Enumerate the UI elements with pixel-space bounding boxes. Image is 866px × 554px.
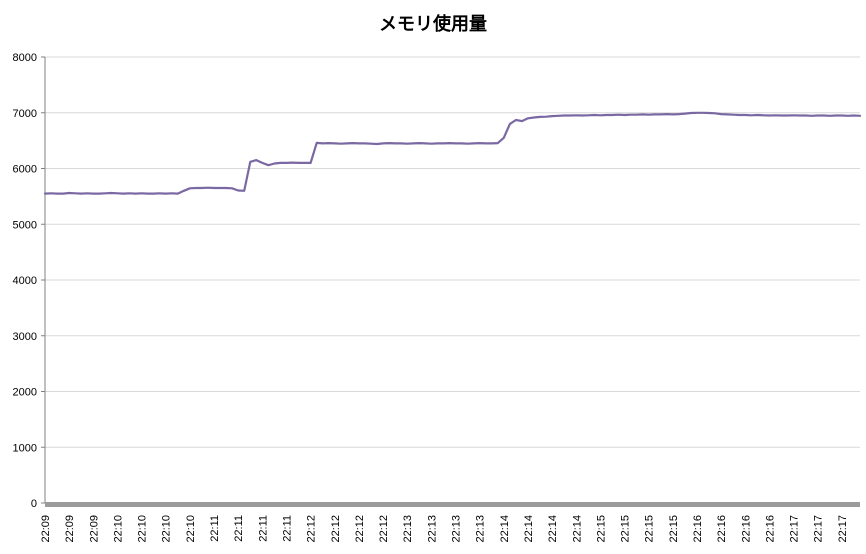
svg-text:8000: 8000 [13,52,37,64]
svg-text:22:13: 22:13 [451,515,463,543]
svg-text:22:11: 22:11 [233,515,245,542]
svg-text:22:10: 22:10 [137,515,149,543]
svg-text:22:12: 22:12 [378,515,390,543]
svg-text:22:17: 22:17 [789,515,801,543]
svg-text:6000: 6000 [13,164,37,176]
svg-text:22:15: 22:15 [644,515,656,543]
svg-text:22:15: 22:15 [620,515,632,543]
svg-text:22:11: 22:11 [281,515,293,542]
x-axis-labels: 22:09 22:09 22:09 22:10 22:10 22:10 22:10 22:11… [40,515,849,543]
svg-text:22:12: 22:12 [306,515,318,543]
svg-text:22:16: 22:16 [764,515,776,543]
svg-text:22:12: 22:12 [330,515,342,543]
svg-text:22:14: 22:14 [547,515,559,543]
svg-text:22:16: 22:16 [692,515,704,543]
svg-text:22:10: 22:10 [112,515,124,543]
svg-text:22:12: 22:12 [354,515,366,543]
chart-title: メモリ使用量 [379,13,487,34]
svg-text:0: 0 [31,498,37,510]
gridlines [45,56,860,448]
svg-text:22:10: 22:10 [185,515,197,543]
svg-text:22:17: 22:17 [837,515,849,543]
svg-text:1000: 1000 [13,442,37,454]
svg-text:22:09: 22:09 [64,515,76,543]
series-line [43,111,862,195]
svg-text:22:14: 22:14 [523,515,535,543]
svg-text:4000: 4000 [13,275,37,287]
svg-text:22:10: 22:10 [161,515,173,543]
axes [41,56,860,507]
svg-text:2000: 2000 [13,387,37,399]
svg-text:22:15: 22:15 [668,515,680,543]
svg-text:22:14: 22:14 [499,515,511,543]
svg-text:22:13: 22:13 [475,515,487,543]
svg-text:22:13: 22:13 [402,515,414,543]
y-axis-labels: 0 1000 2000 3000 4000 5000 6000 7000 8000 [13,52,37,510]
svg-text:22:13: 22:13 [426,515,438,543]
svg-text:22:16: 22:16 [716,515,728,543]
svg-text:22:09: 22:09 [88,515,100,543]
svg-text:22:14: 22:14 [571,515,583,543]
svg-text:22:17: 22:17 [813,515,825,543]
svg-text:22:15: 22:15 [595,515,607,543]
svg-text:22:11: 22:11 [257,515,269,542]
svg-text:7000: 7000 [13,108,37,120]
svg-text:22:09: 22:09 [40,515,52,543]
svg-text:22:16: 22:16 [740,515,752,543]
svg-text:5000: 5000 [13,219,37,231]
svg-text:3000: 3000 [13,331,37,343]
svg-text:22:11: 22:11 [209,515,221,542]
